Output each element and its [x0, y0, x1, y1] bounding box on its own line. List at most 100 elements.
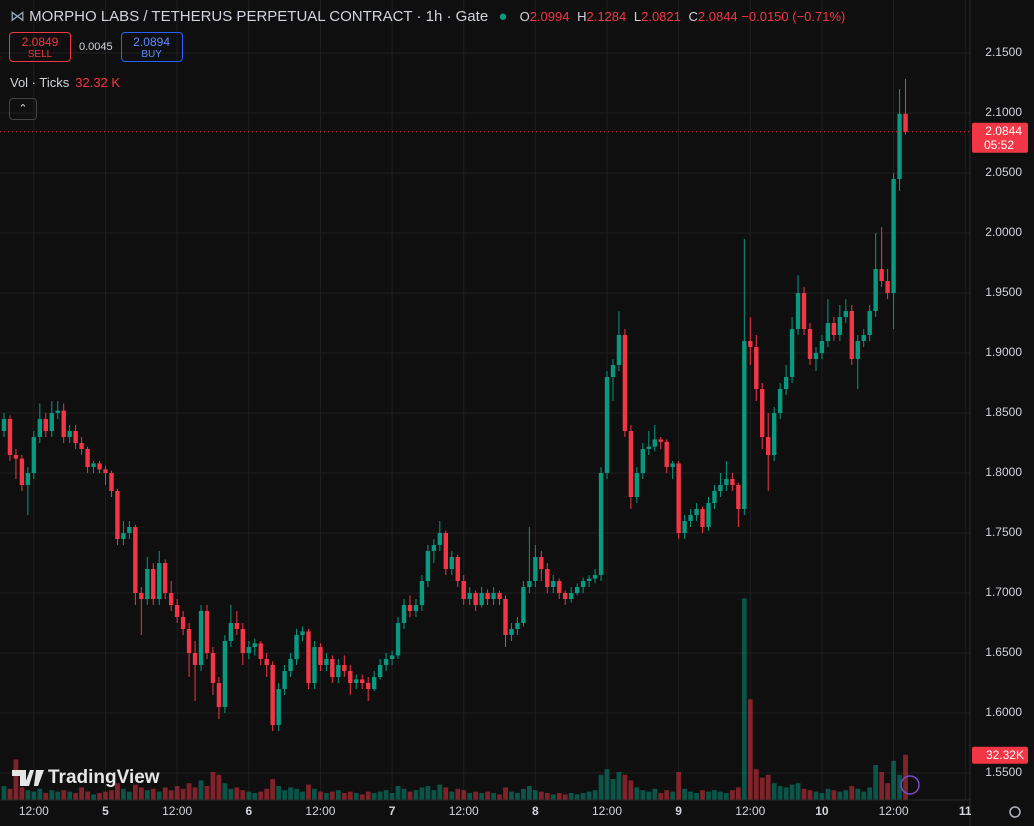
volume-bar	[359, 794, 365, 800]
volume-value: 32.32 K	[75, 75, 121, 90]
volume-bar	[431, 790, 437, 800]
candle-body	[503, 599, 508, 636]
volume-bar	[383, 790, 389, 800]
candle-body	[204, 611, 210, 654]
volume-bar	[855, 788, 861, 800]
x-tick-label: 12:00	[879, 804, 909, 818]
sell-button[interactable]: 2.0849 SELL	[9, 32, 71, 62]
x-tick-label: 12:00	[162, 804, 192, 818]
candle-body	[461, 581, 466, 600]
volume-bar	[401, 788, 407, 800]
candle-body	[443, 533, 449, 570]
x-tick-label: 12:00	[592, 804, 622, 818]
volume-bar	[341, 793, 347, 800]
candle-body	[174, 605, 180, 618]
volume-bar	[67, 791, 73, 800]
volume-bar	[807, 790, 813, 800]
volume-bar	[753, 769, 759, 800]
volume-bar	[765, 774, 771, 800]
volume-bar	[150, 788, 156, 800]
candle-body	[324, 659, 329, 666]
volume-bar	[365, 791, 371, 800]
volume-bar	[867, 787, 873, 800]
candle-body	[712, 491, 717, 504]
ohlc-value: 2.1284	[586, 9, 627, 24]
candle-body	[754, 347, 759, 390]
candle-body	[13, 455, 19, 459]
volume-bar	[198, 780, 204, 800]
countdown: 05:52	[984, 138, 1014, 152]
candle-body	[706, 503, 711, 528]
volume-tag	[972, 746, 1028, 764]
volume-bar	[873, 765, 879, 800]
volume-bar	[180, 788, 186, 800]
x-tick-label: 12:00	[735, 804, 765, 818]
candle-body	[180, 617, 186, 630]
ohlc-key: L	[633, 9, 642, 24]
candle-body	[539, 557, 544, 570]
last-price-label: 2.0844	[985, 124, 1022, 138]
volume-bar	[503, 787, 508, 800]
candle-body	[240, 629, 246, 654]
y-tick-label: 1.7000	[985, 585, 1022, 599]
volume-bar	[1, 786, 7, 800]
candle-body	[533, 557, 538, 582]
candle-body	[127, 527, 132, 534]
candle-body	[897, 113, 902, 180]
volume-bar	[413, 790, 419, 800]
candle-body	[109, 473, 114, 492]
candle-body	[365, 683, 371, 690]
volume-bar	[515, 793, 520, 800]
volume-bar	[795, 783, 801, 800]
candle-body	[485, 593, 490, 600]
candle-body	[43, 419, 48, 432]
candle-body	[568, 593, 574, 600]
volume-bar	[294, 788, 299, 800]
ohlc-value: 2.0844	[697, 9, 738, 24]
candle-body	[748, 341, 753, 348]
candle-body	[431, 545, 437, 552]
symbol-title[interactable]: MORPHO LABS / TETHERUS PERPETUAL CONTRAC…	[29, 8, 489, 25]
volume-bar	[861, 791, 867, 800]
candle-body	[491, 593, 496, 600]
candle-body	[497, 593, 502, 600]
volume-bar	[735, 787, 741, 800]
collapse-button[interactable]: ⌃	[9, 98, 37, 120]
volume-bar	[556, 793, 562, 800]
candle-body	[801, 293, 807, 330]
volume-bar	[676, 772, 682, 800]
buy-button[interactable]: 2.0894 BUY	[120, 32, 183, 62]
candle-body	[145, 569, 150, 600]
candle-body	[318, 647, 323, 666]
candle-body	[103, 469, 108, 474]
volume-bar	[467, 793, 473, 800]
volume-bar	[186, 783, 192, 800]
y-tick-label: 2.0500	[985, 165, 1022, 179]
volume-bar	[658, 793, 664, 800]
volume-bar	[592, 790, 598, 800]
volume-bar	[664, 790, 670, 800]
volume-bar	[485, 791, 490, 800]
volume-bar	[264, 788, 270, 800]
candle-body	[168, 593, 174, 606]
candle-body	[521, 587, 526, 624]
volume-legend: Vol · Ticks 32.32 K	[10, 75, 120, 90]
candle-body	[306, 631, 311, 684]
candle-body	[7, 419, 13, 456]
candle-body	[401, 605, 407, 624]
volume-bar	[497, 794, 502, 800]
candle-body	[300, 631, 305, 636]
candle-body	[873, 269, 878, 312]
volume-bar	[43, 793, 49, 800]
volume-bar	[616, 772, 622, 800]
volume-bar	[831, 790, 837, 800]
candle-body	[646, 446, 651, 450]
volume-bar	[700, 790, 705, 800]
candle-body	[604, 377, 610, 474]
volume-bar	[323, 793, 329, 800]
candle-body	[449, 557, 454, 570]
volume-bar	[25, 790, 31, 800]
y-tick-label: 2.1500	[985, 45, 1022, 59]
volume-title: Vol · Ticks	[10, 75, 70, 90]
candle-body	[688, 515, 693, 522]
